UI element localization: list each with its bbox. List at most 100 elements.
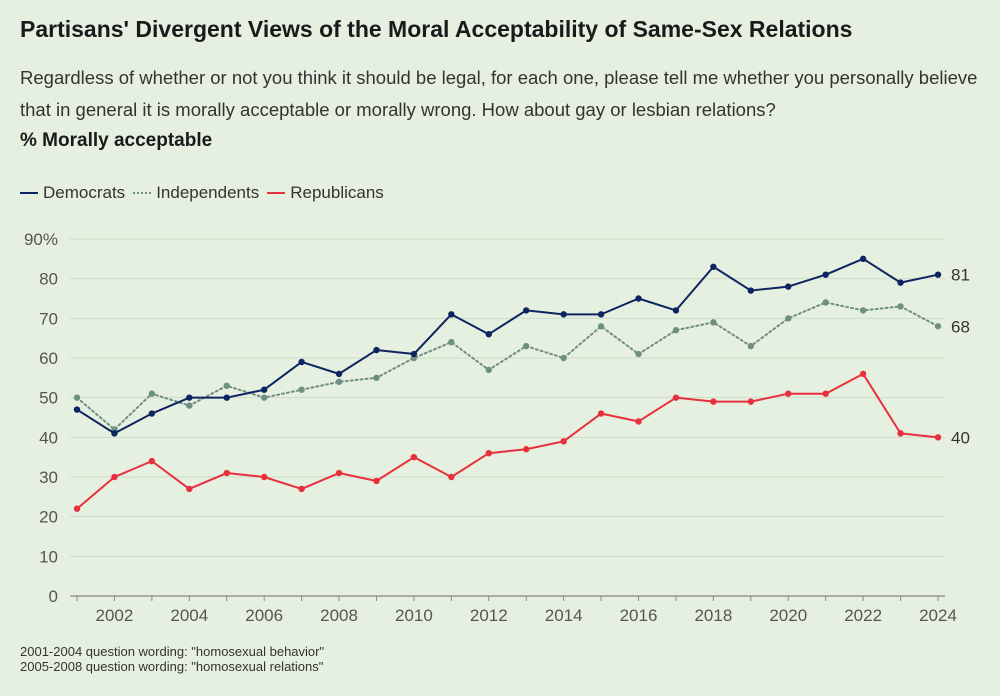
measure-label: % Morally acceptable: [20, 130, 213, 151]
data-point-democrats-2009: [373, 346, 380, 354]
y-tick-label-80: 80: [39, 270, 58, 289]
data-point-republicans-2007: [298, 485, 305, 493]
data-point-republicans-2003: [148, 457, 156, 465]
data-point-democrats-2001: [73, 406, 81, 413]
data-point-independents-2020: [785, 315, 792, 322]
data-point-republicans-2016: [635, 418, 642, 425]
footnote-2005-2008: 2005-2008 question wording: "homosexual …: [20, 659, 324, 674]
y-tick-label-50: 50: [39, 389, 58, 408]
data-point-independents-2012: [485, 366, 492, 374]
data-point-independents-2007: [298, 386, 305, 393]
data-point-democrats-2018: [710, 263, 717, 270]
data-point-republicans-2005: [223, 469, 230, 477]
data-point-democrats-2017: [672, 307, 680, 314]
footnote-2001-2004: 2001-2004 question wording: "homosexual …: [20, 644, 325, 659]
data-point-republicans-2023: [897, 430, 904, 437]
x-tick-label-2010: 2010: [395, 606, 433, 625]
x-tick-label-2012: 2012: [470, 606, 508, 625]
legend-swatch-republicans: [267, 192, 286, 194]
data-point-independents-2024: [934, 323, 942, 330]
series-line-republicans: [76, 372, 939, 510]
data-point-independents-2022: [859, 307, 867, 314]
data-point-republicans-2021: [822, 390, 829, 397]
y-tick-label-20: 20: [39, 508, 58, 527]
data-point-independents-2005: [223, 382, 230, 389]
series-line-independents: [76, 301, 939, 431]
legend: Democrats Independents Republicans: [20, 183, 392, 203]
data-point-democrats-2008: [335, 370, 343, 378]
x-tick-label-2018: 2018: [694, 606, 732, 625]
data-point-independents-2014: [560, 354, 567, 362]
data-point-independents-2001: [73, 394, 81, 401]
data-point-democrats-2016: [635, 295, 642, 302]
data-point-independents-2016: [635, 350, 642, 358]
data-point-republicans-2001: [73, 505, 81, 512]
x-tick-label-2016: 2016: [620, 606, 658, 625]
chart-title: Partisans' Divergent Views of the Moral …: [20, 16, 853, 42]
data-point-independents-2018: [710, 319, 717, 326]
data-point-democrats-2013: [523, 307, 530, 314]
data-point-republicans-2018: [710, 398, 717, 405]
data-point-independents-2017: [672, 327, 680, 334]
y-tick-label-40: 40: [39, 428, 58, 447]
data-point-independents-2006: [260, 394, 268, 401]
x-tick-label-2008: 2008: [320, 606, 358, 625]
data-point-republicans-2013: [523, 446, 530, 453]
end-label-independents: 68: [951, 317, 970, 336]
y-tick-label-30: 30: [39, 468, 58, 487]
data-point-democrats-2007: [298, 358, 305, 366]
legend-item-democrats: Democrats: [20, 183, 125, 203]
data-point-republicans-2014: [560, 438, 567, 445]
legend-swatch-independents: [133, 192, 152, 194]
y-tick-label-70: 70: [39, 309, 58, 328]
y-tick-label-60: 60: [39, 349, 58, 368]
data-point-republicans-2009: [373, 477, 380, 485]
data-point-republicans-2024: [934, 434, 942, 441]
data-point-democrats-2015: [597, 311, 605, 318]
data-point-democrats-2005: [223, 394, 230, 401]
data-point-democrats-2010: [410, 350, 418, 358]
x-tick-label-2020: 2020: [769, 606, 807, 625]
end-label-republicans: 40: [951, 428, 970, 447]
data-point-democrats-2022: [859, 255, 867, 263]
x-tick-label-2014: 2014: [545, 606, 583, 625]
x-tick-label-2006: 2006: [245, 606, 283, 625]
data-point-democrats-2019: [747, 287, 755, 294]
data-point-democrats-2023: [897, 279, 904, 286]
chart-subtitle: Regardless of whether or not you think i…: [20, 67, 978, 120]
data-point-republicans-2012: [485, 450, 492, 457]
legend-label-democrats: Democrats: [43, 183, 126, 202]
data-point-independents-2009: [373, 374, 380, 382]
y-tick-label-0: 0: [49, 587, 58, 606]
legend-swatch-democrats: [20, 192, 38, 194]
data-point-republicans-2015: [597, 410, 605, 417]
data-point-independents-2004: [186, 402, 193, 409]
data-point-democrats-2024: [934, 271, 942, 278]
data-point-democrats-2002: [111, 430, 118, 437]
y-tick-label-90: 90%: [24, 230, 58, 249]
data-point-independents-2003: [148, 390, 156, 397]
series-line-democrats: [76, 257, 939, 435]
data-point-republicans-2011: [448, 473, 455, 481]
data-point-republicans-2010: [410, 453, 418, 461]
data-point-independents-2011: [448, 338, 455, 346]
data-point-republicans-2008: [335, 469, 343, 477]
data-point-independents-2015: [597, 323, 605, 330]
x-tick-label-2022: 2022: [844, 606, 882, 625]
data-point-republicans-2019: [747, 398, 755, 405]
data-point-independents-2013: [523, 342, 530, 350]
y-tick-label-10: 10: [39, 547, 58, 566]
data-point-democrats-2020: [785, 283, 792, 290]
data-point-democrats-2003: [148, 410, 156, 417]
data-point-democrats-2021: [822, 271, 829, 278]
x-tick-label-2024: 2024: [919, 606, 957, 625]
x-tick-label-2002: 2002: [96, 606, 134, 625]
data-point-democrats-2014: [560, 311, 567, 318]
data-point-independents-2023: [897, 303, 904, 310]
data-point-republicans-2002: [111, 473, 118, 481]
data-point-republicans-2017: [672, 394, 680, 401]
legend-label-republicans: Republicans: [290, 183, 384, 202]
data-point-republicans-2020: [785, 390, 792, 397]
legend-item-republicans: Republicans: [267, 183, 384, 203]
